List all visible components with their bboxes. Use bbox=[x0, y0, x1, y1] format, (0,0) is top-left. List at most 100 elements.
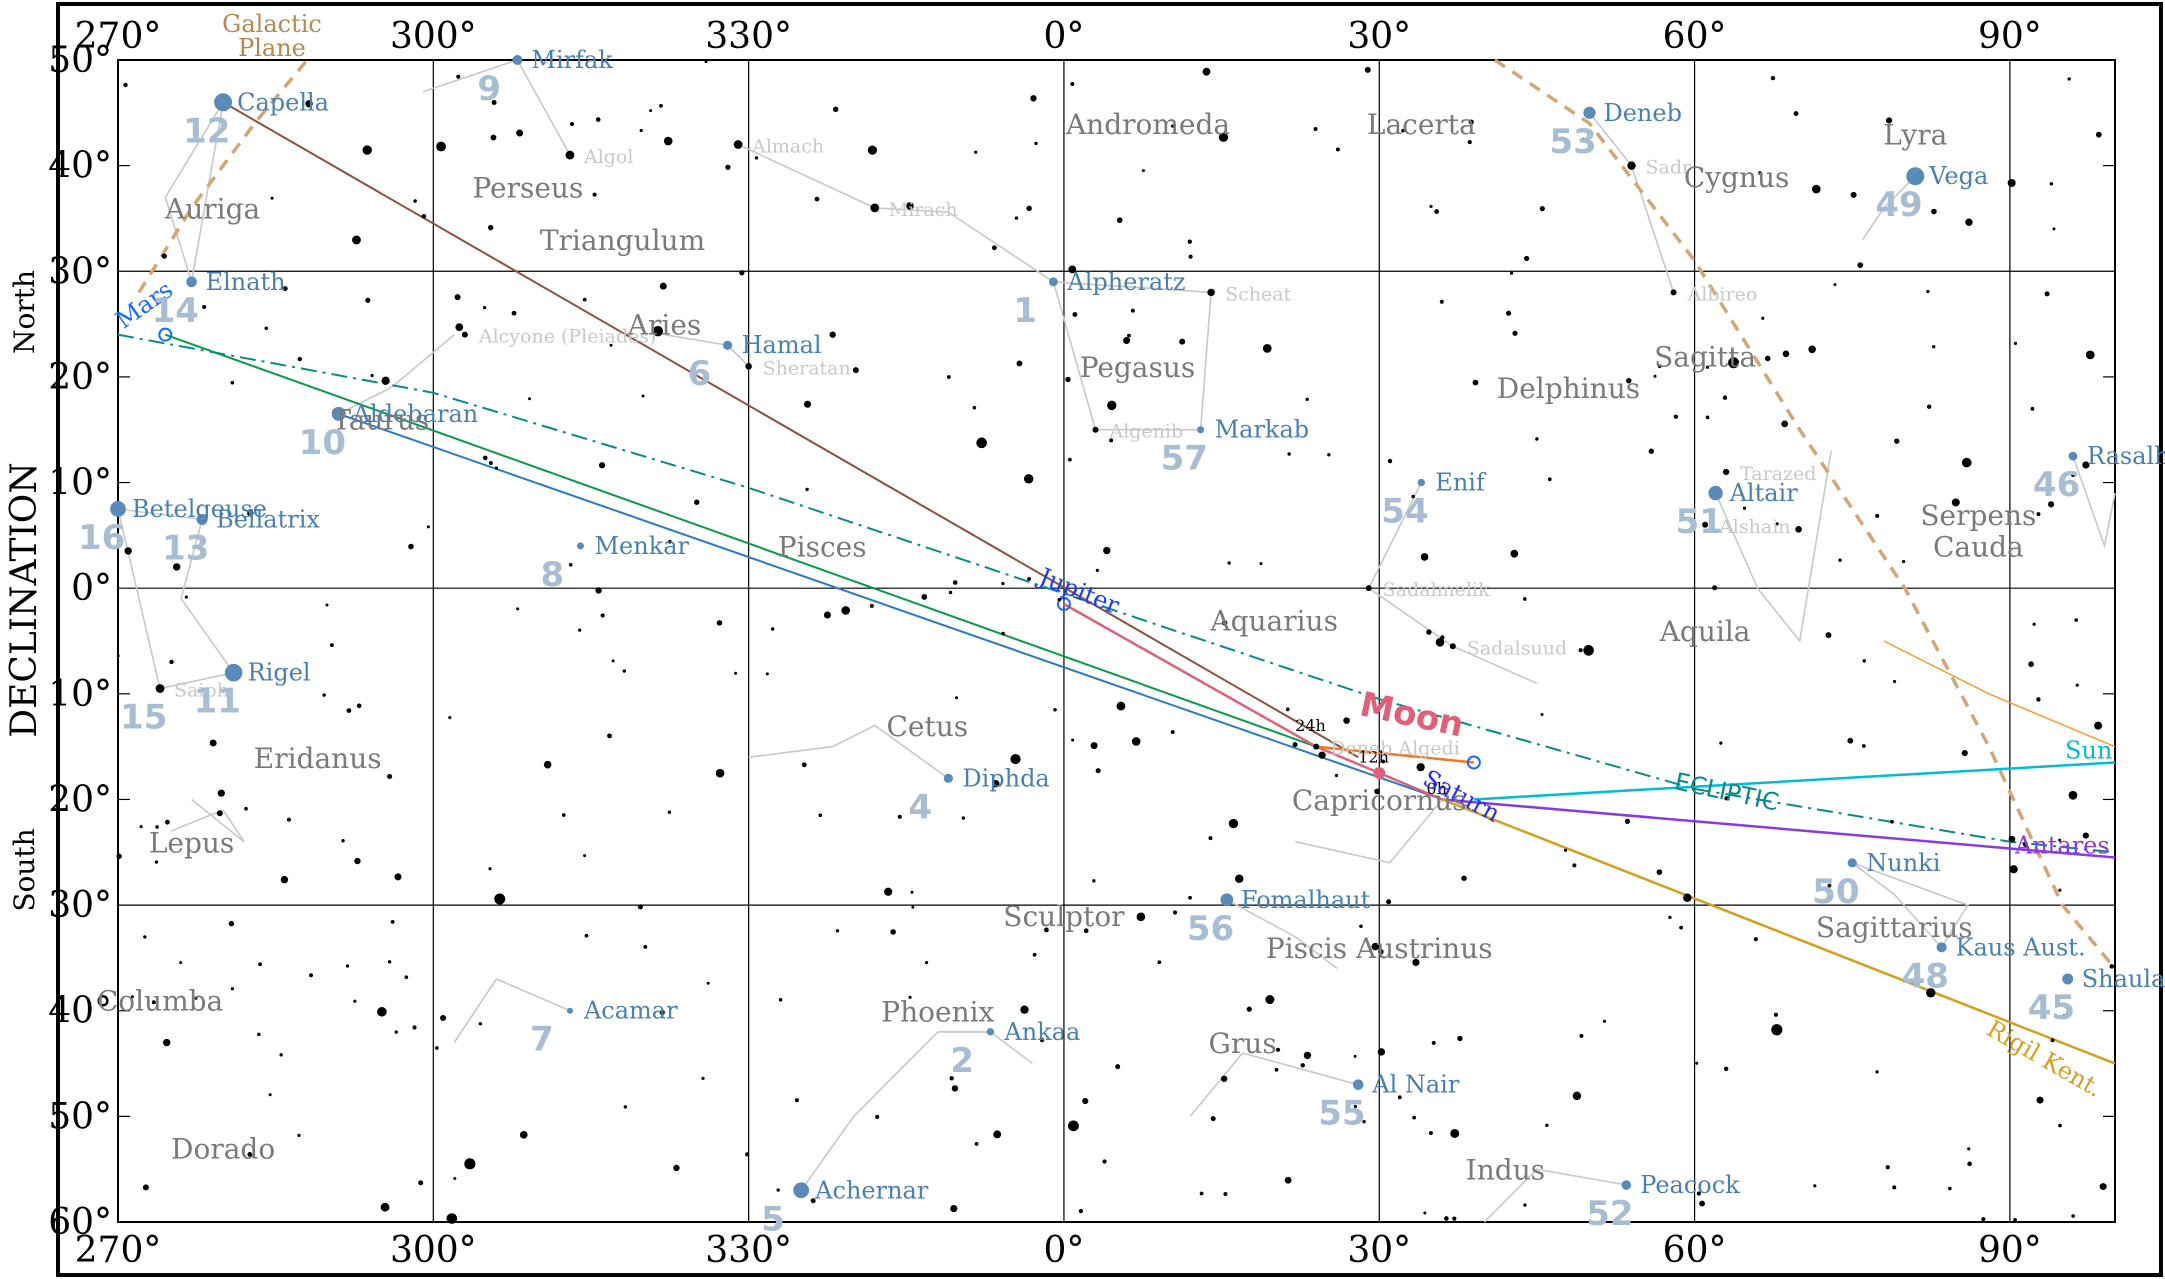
named-star bbox=[461, 331, 468, 338]
background-star bbox=[906, 202, 914, 210]
background-star bbox=[569, 121, 575, 127]
constellation-name: Andromeda bbox=[1065, 108, 1230, 141]
background-star bbox=[667, 810, 672, 814]
background-star bbox=[1034, 141, 1038, 146]
star-number-label: 54 bbox=[1381, 492, 1428, 532]
constellation-figure bbox=[453, 978, 571, 1043]
background-star bbox=[1136, 912, 1146, 922]
background-star bbox=[1705, 415, 1710, 420]
background-star bbox=[155, 825, 159, 829]
background-star bbox=[1764, 355, 1771, 362]
background-star bbox=[1262, 343, 1272, 353]
background-star bbox=[1284, 1176, 1292, 1184]
dec-tick-label: 40° bbox=[48, 991, 112, 1032]
constellation-name: Auriga bbox=[164, 192, 260, 225]
background-star bbox=[282, 286, 288, 292]
background-star bbox=[1010, 753, 1021, 765]
background-star bbox=[867, 145, 878, 155]
background-star bbox=[1172, 910, 1178, 915]
named-star bbox=[2068, 451, 2078, 461]
star-number-label: 6 bbox=[688, 354, 712, 394]
planet-marker bbox=[1056, 597, 1071, 612]
named-star bbox=[1583, 106, 1596, 119]
moon-time-label: 12h bbox=[1358, 747, 1389, 766]
dec-tick-label: 50° bbox=[48, 40, 112, 81]
background-star bbox=[622, 669, 627, 673]
background-star bbox=[2094, 721, 2103, 730]
background-star bbox=[1926, 404, 1932, 409]
background-star bbox=[1071, 738, 1075, 742]
background-star bbox=[1761, 316, 1765, 320]
background-star bbox=[482, 455, 488, 461]
background-star bbox=[116, 853, 122, 859]
background-star bbox=[305, 100, 313, 108]
star-number-label: 4 bbox=[908, 787, 932, 827]
named-star bbox=[745, 363, 752, 370]
background-star bbox=[1078, 1209, 1084, 1214]
background-star bbox=[230, 987, 235, 991]
background-star bbox=[1728, 357, 1740, 369]
background-star bbox=[1862, 659, 1866, 663]
background-star bbox=[1412, 1115, 1417, 1120]
background-star bbox=[1401, 128, 1405, 133]
ecliptic-label: ECLIPTIC bbox=[1672, 767, 1781, 816]
background-star bbox=[1510, 549, 1519, 558]
background-star bbox=[1065, 376, 1071, 383]
galactic-plane-label: Plane bbox=[238, 34, 306, 62]
star-name-label: Vega bbox=[1928, 162, 1988, 190]
background-star bbox=[527, 397, 531, 401]
background-star bbox=[1014, 216, 1019, 220]
background-star bbox=[123, 82, 128, 88]
constellation-figure bbox=[1367, 482, 1538, 685]
background-star bbox=[823, 611, 831, 619]
background-star bbox=[139, 825, 143, 829]
background-star bbox=[483, 306, 487, 310]
star-name-label: Markab bbox=[1215, 416, 1310, 444]
constellation-figure bbox=[1226, 899, 1338, 970]
ra-tick-label-top: 0° bbox=[1043, 16, 1084, 57]
background-star bbox=[568, 563, 573, 567]
star-number-label: 11 bbox=[194, 682, 241, 722]
background-star bbox=[1626, 377, 1632, 384]
background-star bbox=[490, 134, 497, 141]
background-star bbox=[1334, 773, 1339, 778]
star-name-label: Diphda bbox=[962, 764, 1049, 792]
background-star bbox=[244, 806, 248, 811]
background-star bbox=[230, 380, 235, 385]
background-star bbox=[1724, 796, 1729, 801]
background-star bbox=[2082, 832, 2089, 839]
constellation-name: Taurus bbox=[332, 404, 429, 437]
background-star bbox=[1103, 546, 1111, 555]
background-star bbox=[2067, 77, 2071, 81]
background-star bbox=[436, 141, 446, 152]
background-star bbox=[1444, 1216, 1449, 1221]
named-star bbox=[1708, 485, 1723, 501]
constellation-name: Phoenix bbox=[881, 995, 994, 1028]
background-star bbox=[209, 739, 217, 747]
background-star bbox=[1371, 942, 1380, 951]
background-star bbox=[765, 672, 769, 676]
background-star bbox=[1318, 751, 1326, 759]
star-name-label: Deneb Algedi bbox=[1330, 738, 1460, 760]
background-star bbox=[1364, 66, 1371, 73]
background-star bbox=[1228, 818, 1239, 829]
background-star bbox=[1793, 111, 1799, 116]
named-star bbox=[1627, 161, 1636, 170]
background-star bbox=[2013, 1217, 2018, 1222]
background-star bbox=[1179, 338, 1186, 345]
star-number-label: 46 bbox=[2033, 465, 2080, 505]
star-name-label: Acamar bbox=[583, 997, 678, 1025]
background-star bbox=[1961, 457, 1972, 468]
outer-frame bbox=[56, 2, 2163, 1277]
background-star bbox=[833, 106, 839, 113]
dec-tick-label: 10° bbox=[48, 674, 112, 715]
background-star bbox=[356, 703, 362, 709]
background-star bbox=[1057, 597, 1062, 602]
background-star bbox=[1523, 1203, 1527, 1207]
named-star bbox=[1197, 426, 1205, 434]
constellation-name: Aquila bbox=[1659, 615, 1751, 648]
background-star bbox=[910, 890, 914, 894]
background-star bbox=[1188, 254, 1193, 259]
background-star bbox=[1127, 333, 1131, 338]
constellation-name: Cygnus bbox=[1684, 161, 1790, 194]
